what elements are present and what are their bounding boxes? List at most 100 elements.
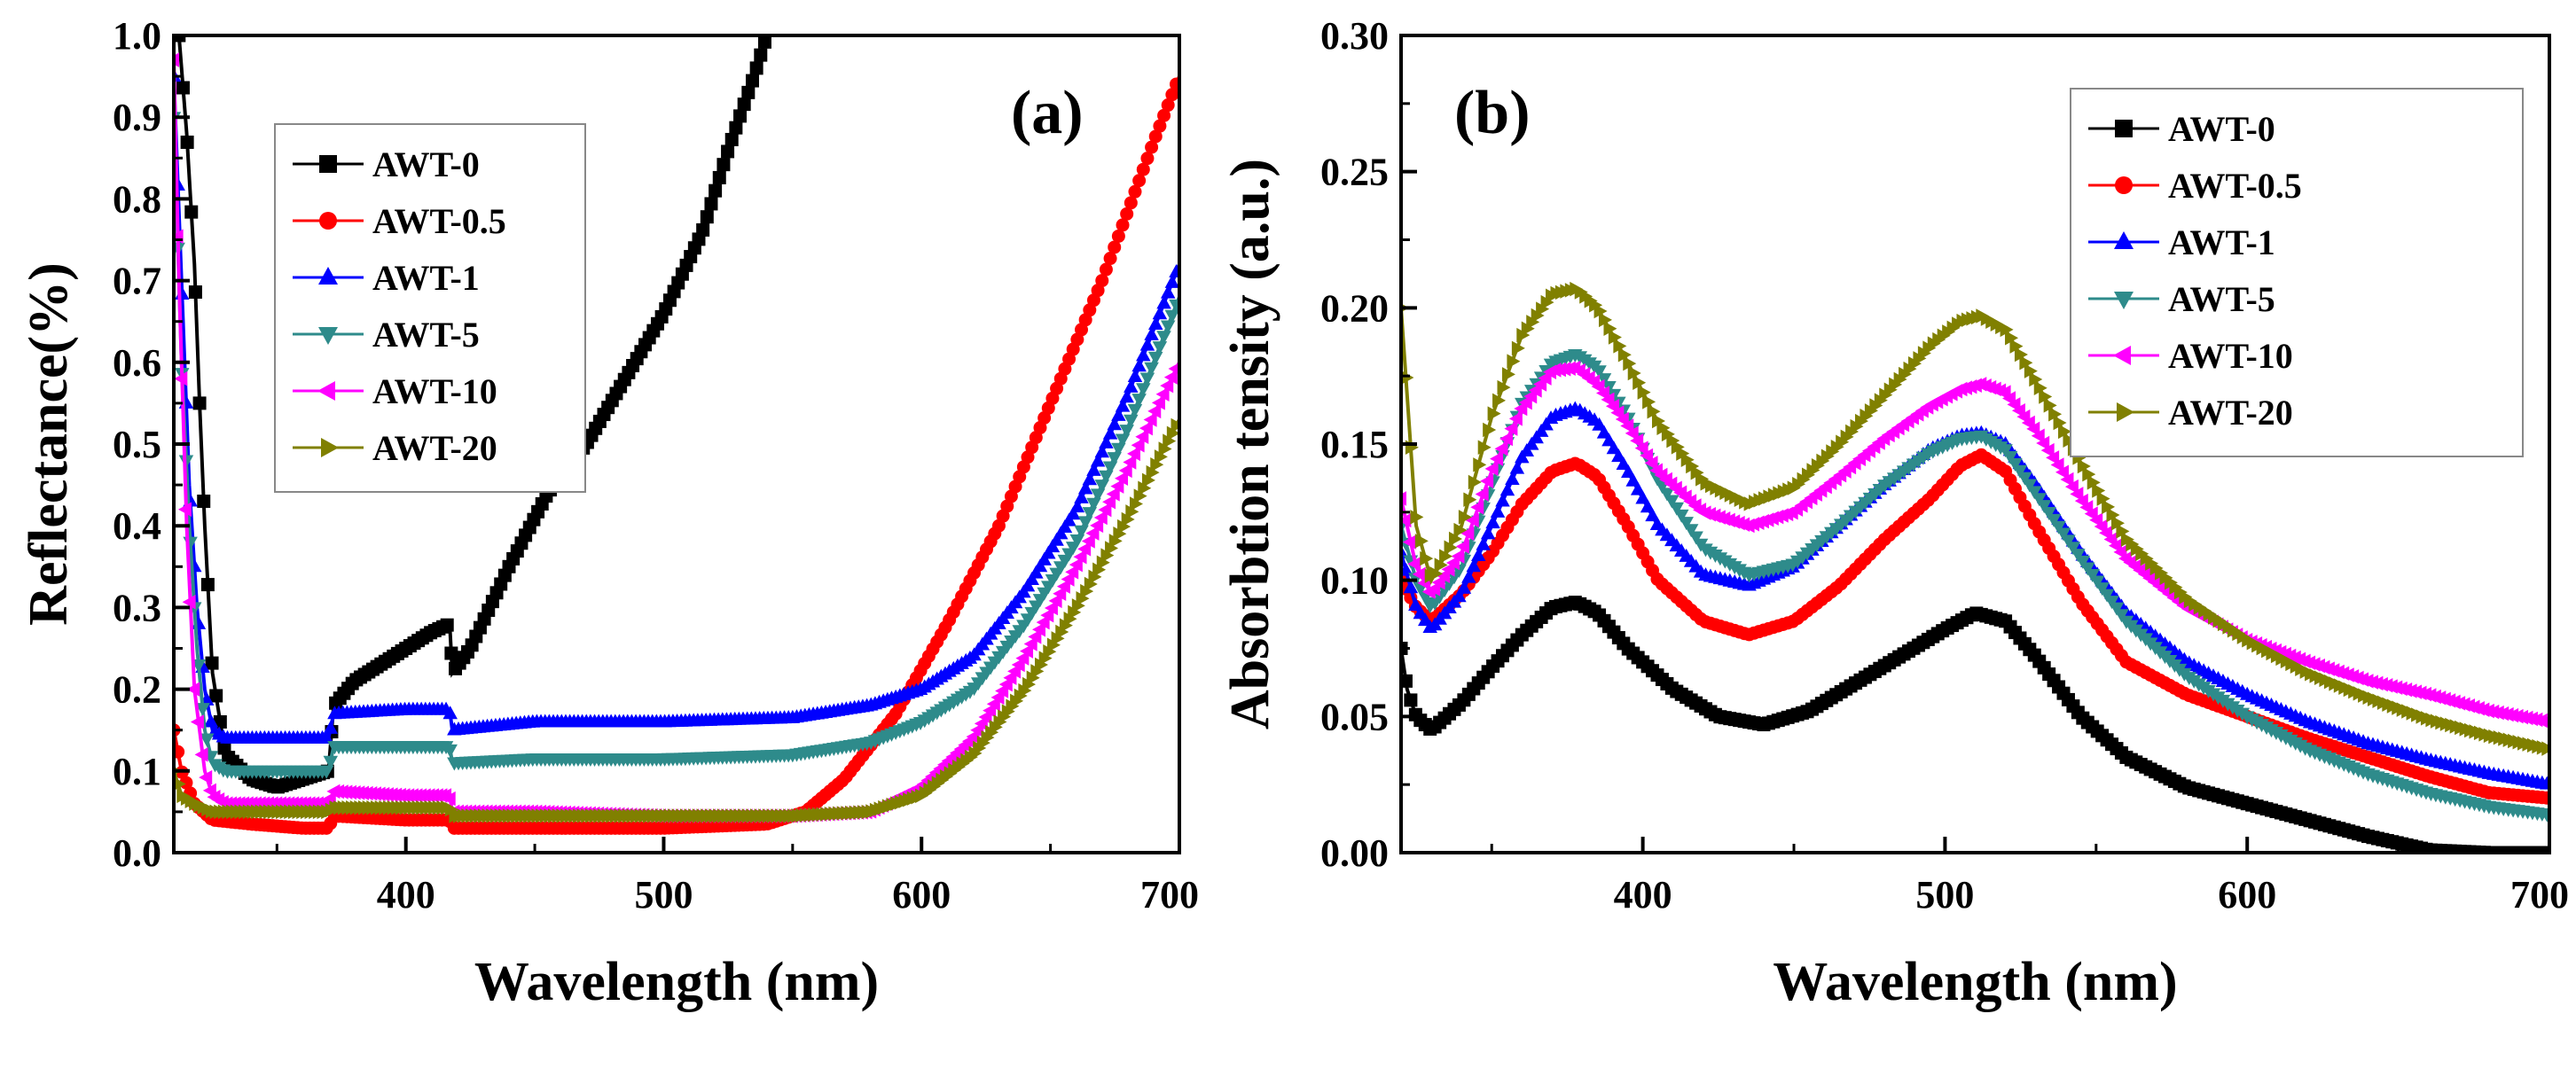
data-point [1651,413,1665,429]
x-tick-label: 700 [2510,873,2569,916]
data-point [1408,597,1423,611]
data-point [1620,418,1634,433]
data-point [1633,375,1647,391]
data-point [1623,355,1637,371]
data-point [1088,569,1102,585]
data-point [1501,367,1515,382]
data-point [1431,574,1445,590]
data-point [1028,629,1042,644]
data-point [1144,362,1159,376]
data-point [2032,493,2047,507]
data-point [1171,417,1179,433]
data-point [1592,417,1607,431]
data-point [2041,506,2056,520]
data-point [2039,389,2053,404]
data-point [1634,441,1648,456]
data-point [2077,458,2091,474]
data-point [1136,162,1150,176]
data-point [733,109,748,123]
data-point [1086,497,1101,511]
data-point [1473,457,1487,472]
x-tick-label: 600 [892,873,951,916]
x-tick-label: 500 [634,873,693,916]
data-point [1077,542,1092,557]
y-tick-label: 0.25 [1320,151,1389,194]
data-point [2050,457,2064,472]
data-point [2036,435,2050,451]
data-point [1166,425,1179,441]
data-point [318,729,334,744]
data-point [1133,488,1147,503]
data-point [1410,510,1424,525]
data-point [1640,499,1656,513]
y-tick-label: 0.10 [1320,559,1389,603]
data-point [1593,303,1608,319]
data-point [1161,98,1175,113]
series-awt-1 [174,68,1179,744]
x-tick-label: 400 [1614,873,1672,916]
data-point [1499,482,1515,496]
data-point [2109,602,2125,616]
data-point [1141,472,1155,488]
data-point [2033,380,2047,395]
data-point [1092,562,1107,578]
data-point [1664,495,1679,509]
legend-item: AWT-10 [2088,336,2293,376]
data-point [1053,586,1067,601]
data-point [1403,580,1419,594]
data-point [1118,463,1132,479]
data-point [2055,464,2070,480]
legend-marker-icon [2115,120,2133,137]
data-point [1495,493,1510,507]
data-point [1448,531,1462,547]
data-point [1451,549,1465,564]
data-point [1148,129,1163,144]
data-point [2116,524,2130,539]
data-point [2102,499,2116,515]
data-point [1401,674,1413,688]
data-point [1476,536,1491,550]
data-point [2540,776,2549,790]
data-point [1129,496,1143,511]
data-point [1036,614,1050,630]
data-point [188,285,202,300]
data-point [1108,534,1123,549]
data-point [1108,240,1122,254]
x-tick-label: 500 [1915,873,1974,916]
data-point [1139,420,1153,436]
data-point [1402,534,1416,550]
data-point [1107,417,1122,431]
data-point [1625,472,1640,487]
data-point [2009,339,2024,354]
series-awt-5 [1401,349,2549,823]
data-point [2053,415,2067,431]
data-point [1056,579,1070,594]
data-point [2014,347,2028,363]
data-point [1099,434,1114,448]
y-tick-label: 0.0 [113,831,161,875]
data-point [1511,340,1525,356]
data-point [741,85,756,99]
data-point [1617,347,1632,363]
data-point [1048,593,1062,609]
y-tick-label: 0.05 [1320,695,1389,738]
data-point [1086,462,1101,476]
data-point [2008,457,2023,472]
data-point [1102,461,1118,475]
data-point [704,197,718,211]
data-point [1051,631,1065,646]
data-point [1596,386,1610,401]
data-point [1105,541,1119,556]
data-point [1492,393,1507,409]
data-point [1084,576,1098,592]
data-point [2060,472,2074,487]
data-point [1536,301,1550,316]
legend-item: AWT-0.5 [2088,166,2302,206]
data-point [1099,470,1114,484]
data-point [1111,229,1125,243]
data-point [440,618,454,632]
data-point [1613,339,1627,354]
data-point [2540,791,2549,805]
data-point [1444,540,1458,556]
series-awt-0 [174,35,771,794]
